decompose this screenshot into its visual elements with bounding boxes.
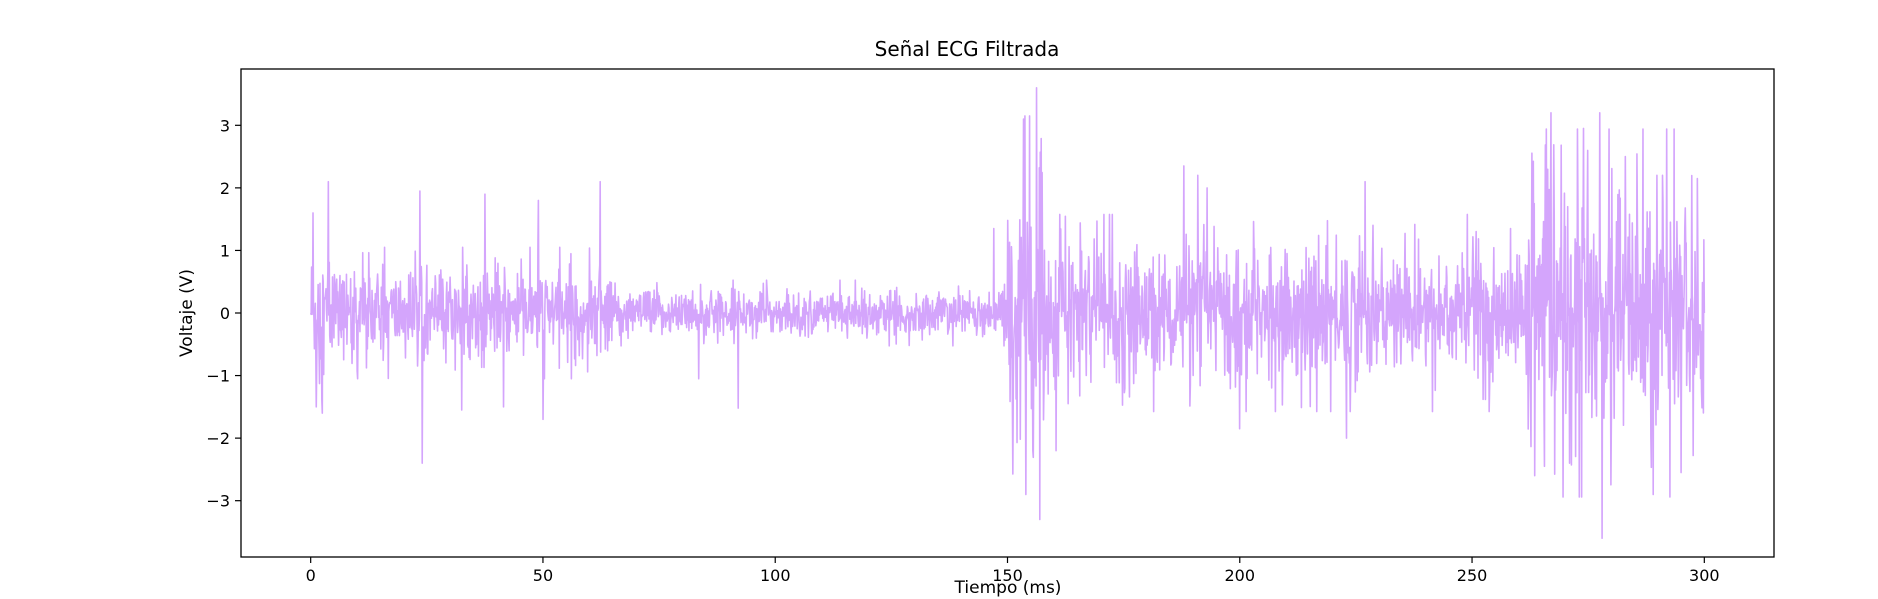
ecg-signal-line: [309, 86, 1706, 540]
x-axis-label: Tiempo (ms): [954, 578, 1062, 598]
x-tick-label: 200: [1224, 566, 1255, 585]
x-tick-label: 100: [760, 566, 791, 585]
y-tick-label: 1: [220, 241, 230, 260]
y-tick-label: 3: [220, 116, 230, 135]
y-tick-label: −1: [206, 367, 230, 386]
x-tick-label: 50: [533, 566, 553, 585]
x-axis-ticks: 0 50 100 150 200 250 300: [306, 557, 1720, 585]
y-tick-label: 2: [220, 179, 230, 198]
x-tick-label: 250: [1457, 566, 1488, 585]
x-tick-label: 150: [992, 566, 1023, 585]
chart-title: Señal ECG Filtrada: [875, 37, 1060, 61]
plot-area: [240, 68, 1775, 558]
signal-series: [309, 86, 1706, 540]
y-axis-label: Voltaje (V): [177, 269, 197, 357]
x-tick-label: 300: [1689, 566, 1720, 585]
y-tick-label: −2: [206, 429, 230, 448]
x-tick-label: 0: [306, 566, 316, 585]
y-axis-ticks: −3 −2 −1 0 1 2 3: [206, 116, 241, 511]
y-tick-label: −3: [206, 492, 230, 511]
y-tick-label: 0: [220, 304, 230, 323]
